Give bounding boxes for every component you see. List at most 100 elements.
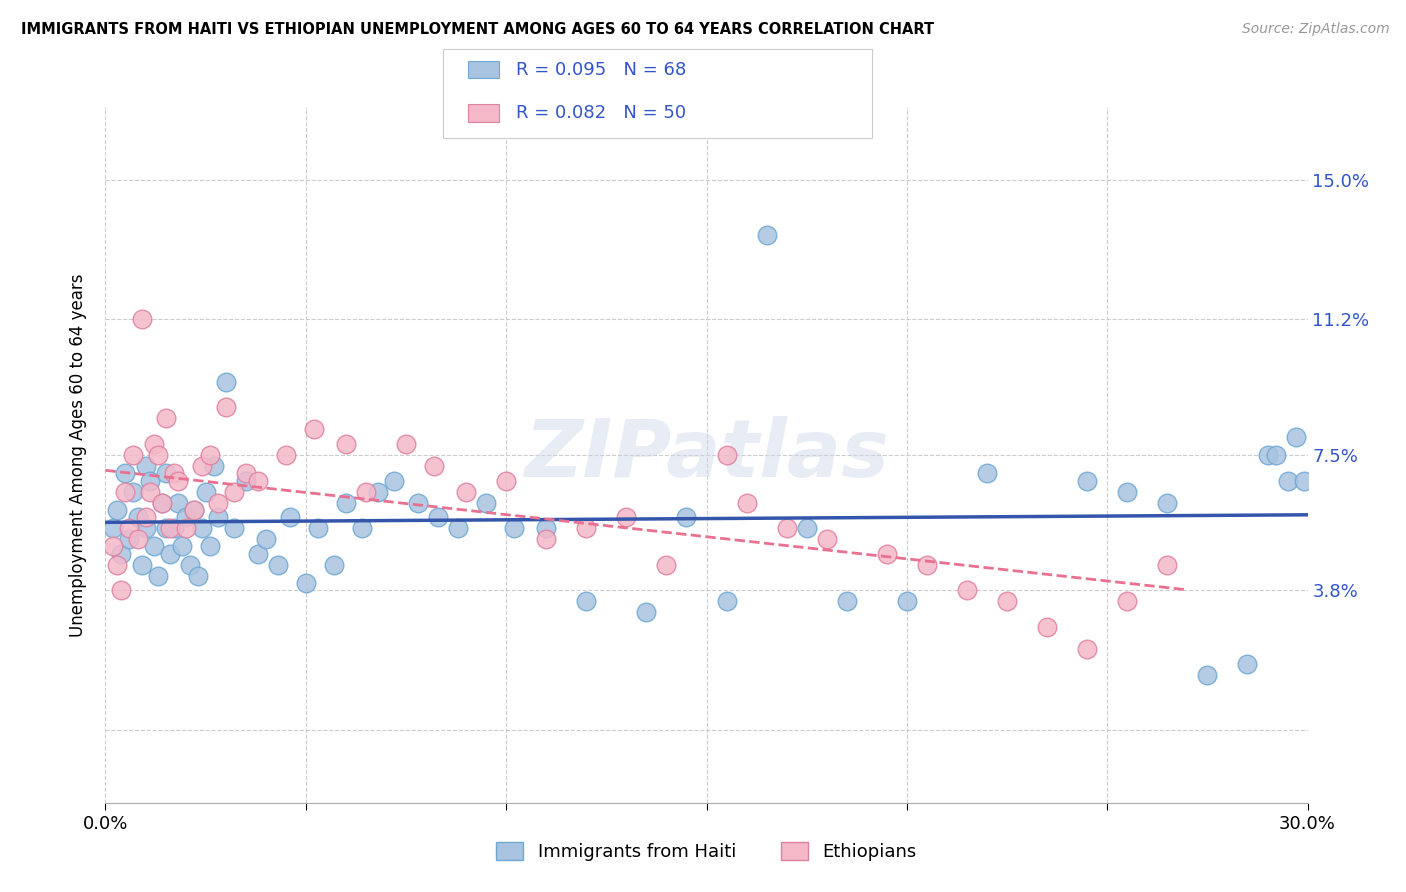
Point [131,312,153,326]
Point [198,448,221,462]
Point [335,437,357,451]
Point [876,547,898,561]
Point [534,532,557,546]
Point [307,521,329,535]
Point [127,510,149,524]
Point [447,521,470,535]
Point [118,521,141,535]
Point [1284,429,1306,443]
Point [1277,474,1299,488]
Point [103,521,125,535]
Point [636,606,658,620]
Point [1197,667,1219,681]
Point [896,594,918,608]
Point [776,521,799,535]
Point [118,532,141,546]
Point [295,576,318,591]
Point [956,583,979,598]
Point [755,228,778,243]
Point [174,521,197,535]
Text: R = 0.082   N = 50: R = 0.082 N = 50 [516,104,686,122]
Point [815,532,838,546]
Point [214,401,236,415]
Point [146,568,169,582]
Point [142,540,165,554]
Point [475,495,498,509]
Point [503,521,526,535]
Point [354,484,377,499]
Point [267,558,290,572]
Text: Source: ZipAtlas.com: Source: ZipAtlas.com [1241,22,1389,37]
Point [534,521,557,535]
Point [107,503,129,517]
Point [135,458,157,473]
Point [155,521,177,535]
Point [246,547,269,561]
Point [302,422,325,436]
Point [575,521,598,535]
Point [190,521,212,535]
Point [456,484,478,499]
Point [198,540,221,554]
Point [1156,495,1178,509]
Point [1156,558,1178,572]
Point [190,458,212,473]
Text: R = 0.095   N = 68: R = 0.095 N = 68 [516,61,686,78]
Point [159,547,181,561]
Text: ZIPatlas: ZIPatlas [524,416,889,494]
Point [162,521,184,535]
Point [222,521,245,535]
Point [155,467,177,481]
Point [207,495,229,509]
Point [1076,474,1098,488]
Point [202,458,225,473]
Point [350,521,373,535]
Point [427,510,450,524]
Point [142,437,165,451]
Point [335,495,357,509]
Point [114,467,136,481]
Point [655,558,678,572]
Point [235,467,257,481]
Point [1292,474,1315,488]
Point [222,484,245,499]
Point [274,448,297,462]
Point [107,558,129,572]
Point [1036,620,1059,634]
Point [162,467,184,481]
Point [183,503,205,517]
Point [915,558,938,572]
Y-axis label: Unemployment Among Ages 60 to 64 years: Unemployment Among Ages 60 to 64 years [69,273,87,637]
Point [235,474,257,488]
Point [716,448,738,462]
Point [495,474,517,488]
Point [976,467,998,481]
Point [110,583,132,598]
Point [166,474,188,488]
Point [1116,594,1139,608]
Point [170,540,193,554]
Point [716,594,738,608]
Point [166,495,188,509]
Point [122,484,145,499]
Point [135,510,157,524]
Point [278,510,301,524]
Point [254,532,277,546]
Point [214,375,236,389]
Legend: Immigrants from Haiti, Ethiopians: Immigrants from Haiti, Ethiopians [486,833,927,871]
Point [1076,642,1098,657]
Point [246,474,269,488]
Point [155,411,177,425]
Point [114,484,136,499]
Point [382,474,405,488]
Point [138,474,160,488]
Point [675,510,697,524]
Point [146,448,169,462]
Point [995,594,1018,608]
Point [135,521,157,535]
Point [127,532,149,546]
Point [575,594,598,608]
Point [179,558,201,572]
Point [322,558,344,572]
Point [122,448,145,462]
